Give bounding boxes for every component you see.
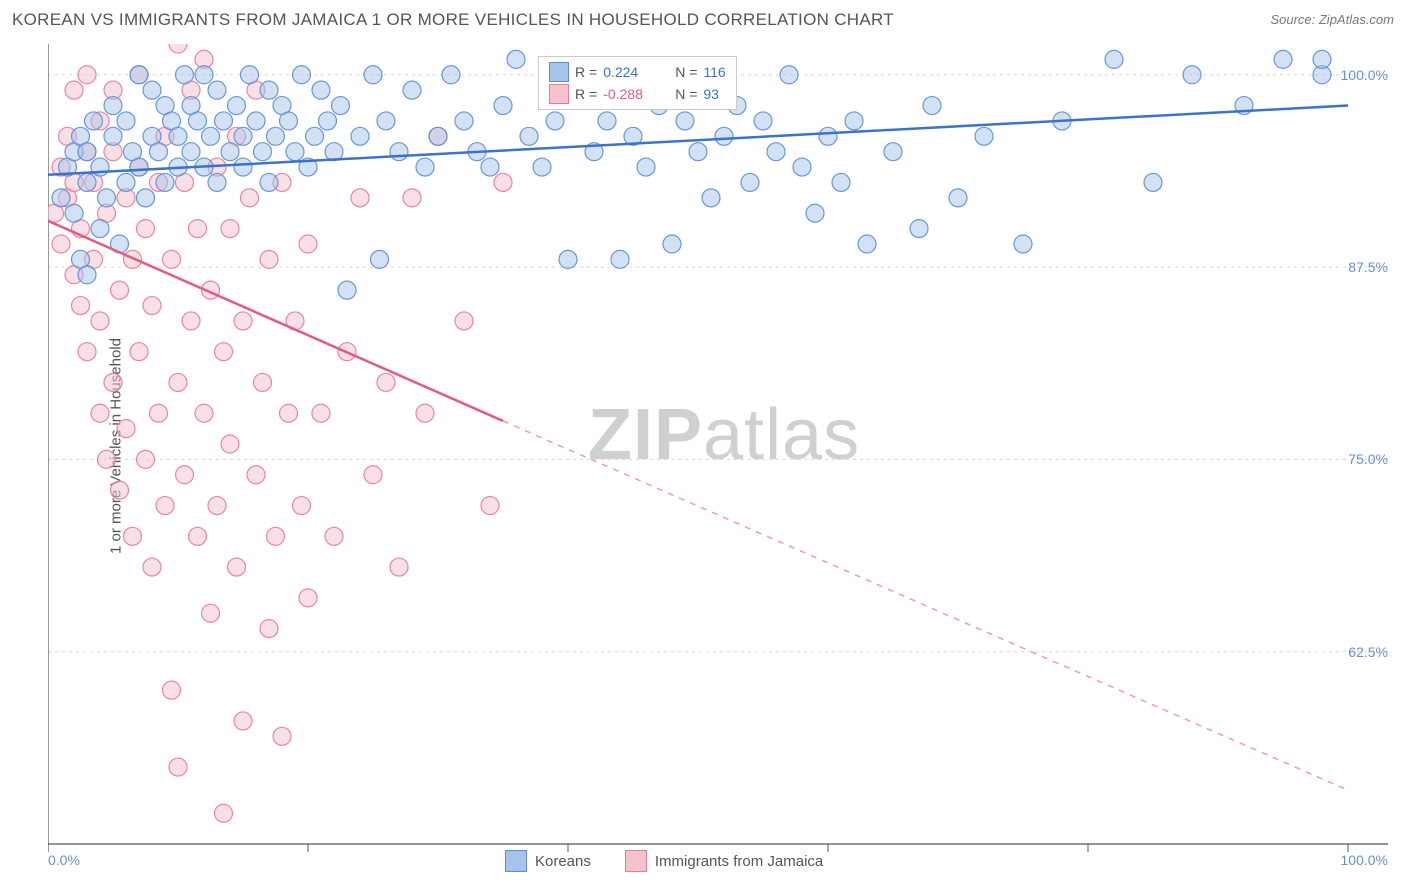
x-tick-label-max: 100.0% (1341, 852, 1388, 868)
r-value: -0.288 (603, 86, 653, 102)
n-value: 116 (703, 64, 725, 80)
n-value: 93 (703, 86, 719, 102)
y-tick-label: 62.5% (1348, 644, 1388, 660)
source-prefix: Source: (1270, 12, 1318, 27)
r-label: R = (575, 64, 597, 80)
legend-label-koreans: Koreans (535, 853, 591, 870)
correlation-legend-row: R = 0.224 N = 116 (549, 61, 726, 83)
swatch-koreans (505, 850, 527, 872)
y-tick-label: 87.5% (1348, 259, 1388, 275)
r-value: 0.224 (603, 64, 653, 80)
swatch-jamaica (549, 84, 569, 104)
source-attribution: Source: ZipAtlas.com (1270, 12, 1394, 27)
y-tick-label: 100.0% (1341, 67, 1388, 83)
source-name: ZipAtlas.com (1319, 12, 1394, 27)
swatch-koreans (549, 62, 569, 82)
correlation-legend: R = 0.224 N = 116 R = -0.288 N = 93 (538, 56, 737, 110)
chart-svg (48, 44, 1388, 884)
x-tick-label-min: 0.0% (48, 852, 80, 868)
n-label: N = (675, 86, 697, 102)
chart-title: KOREAN VS IMMIGRANTS FROM JAMAICA 1 OR M… (12, 10, 894, 29)
chart-header: KOREAN VS IMMIGRANTS FROM JAMAICA 1 OR M… (12, 10, 1394, 38)
swatch-jamaica (625, 850, 647, 872)
y-tick-label: 75.0% (1348, 451, 1388, 467)
legend-label-jamaica: Immigrants from Jamaica (655, 853, 823, 870)
r-label: R = (575, 86, 597, 102)
correlation-legend-row: R = -0.288 N = 93 (549, 83, 726, 105)
n-label: N = (675, 64, 697, 80)
plot-area: ZIPatlas R = 0.224 N = 116 R = -0.288 N … (48, 44, 1388, 844)
series-legend: Koreans Immigrants from Jamaica (505, 850, 823, 872)
